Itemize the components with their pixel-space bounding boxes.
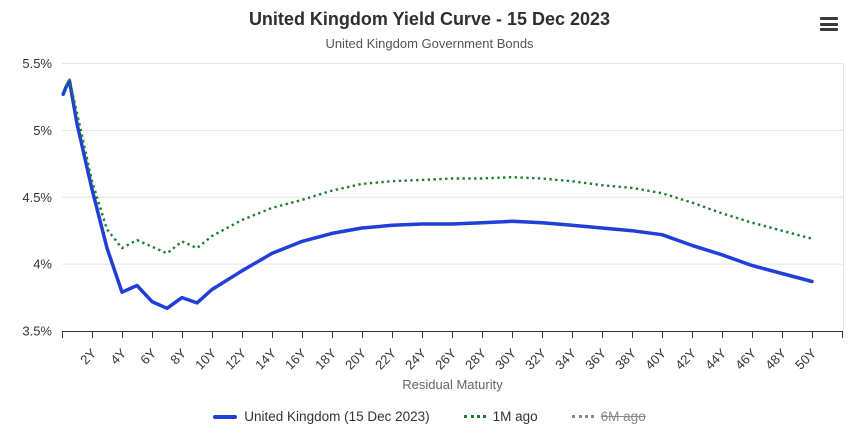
series-line-united-kingdom-15-dec-2023[interactable]	[61, 79, 814, 311]
legend-item-united-kingdom-15-dec-2023[interactable]: United Kingdom (15 Dec 2023)	[213, 409, 430, 424]
x-axis-label: 30Y	[492, 345, 519, 372]
x-axis-label: 18Y	[312, 345, 339, 372]
x-axis-label: 14Y	[252, 345, 279, 372]
chart-title: United Kingdom Yield Curve - 15 Dec 2023	[248, 9, 611, 29]
x-axis-label: 16Y	[282, 345, 309, 372]
y-axis-label: 4.5%	[22, 190, 52, 205]
x-axis-label: 46Y	[732, 345, 759, 372]
x-axis-label: 34Y	[552, 345, 579, 372]
y-axis-label: 5%	[33, 123, 52, 138]
x-axis-label: 40Y	[642, 345, 669, 372]
x-axis-label: 44Y	[702, 345, 729, 372]
legend-swatch-dotted-line-icon	[463, 415, 486, 418]
series-line-1m-ago[interactable]	[64, 78, 813, 255]
y-axis-label: 4%	[33, 257, 52, 272]
x-axis-label: 22Y	[372, 345, 399, 372]
x-axis-label: 2Y	[77, 345, 99, 367]
x-axis-label: 36Y	[582, 345, 609, 372]
legend-item-6m-ago[interactable]: 6M ago	[571, 409, 646, 424]
x-axis-label: 48Y	[762, 345, 789, 372]
x-axis-label: 42Y	[672, 345, 699, 372]
x-axis-label: 12Y	[222, 345, 249, 372]
legend-label: 1M ago	[492, 409, 538, 424]
x-axis-title: Residual Maturity	[402, 377, 503, 392]
y-axis-label: 3.5%	[22, 324, 52, 339]
x-axis-label: 32Y	[522, 345, 549, 372]
x-axis-label: 4Y	[107, 345, 129, 367]
x-axis-label: 10Y	[192, 345, 219, 372]
x-axis-label: 20Y	[342, 345, 369, 372]
legend-label: 6M ago	[600, 409, 646, 424]
x-axis-label: 24Y	[402, 345, 429, 372]
legend-swatch-dotted-line-icon	[571, 415, 594, 418]
x-axis-label: 26Y	[432, 345, 459, 372]
legend: United Kingdom (15 Dec 2023) 1M ago 6M ago	[0, 409, 859, 424]
x-axis-label: 38Y	[612, 345, 639, 372]
plot-area: 5.5%5%4.5%4%3.5%2Y 4Y 6Y 8Y 10Y 12Y 14Y 16Y 18Y 2…	[22, 56, 844, 372]
chart-subtitle: United Kingdom Government Bonds	[325, 36, 534, 51]
legend-swatch-solid-line-icon	[213, 414, 238, 419]
hamburger-icon	[819, 17, 839, 31]
legend-item-1m-ago[interactable]: 1M ago	[463, 409, 538, 424]
x-axis-label: 50Y	[792, 345, 819, 372]
x-axis-label: 6Y	[137, 345, 159, 367]
y-axis-label: 5.5%	[22, 56, 52, 71]
x-axis-label: 28Y	[462, 345, 489, 372]
legend-label: United Kingdom (15 Dec 2023)	[244, 409, 430, 424]
x-axis-label: 8Y	[167, 345, 189, 367]
chart-context-menu-button[interactable]	[815, 11, 843, 37]
